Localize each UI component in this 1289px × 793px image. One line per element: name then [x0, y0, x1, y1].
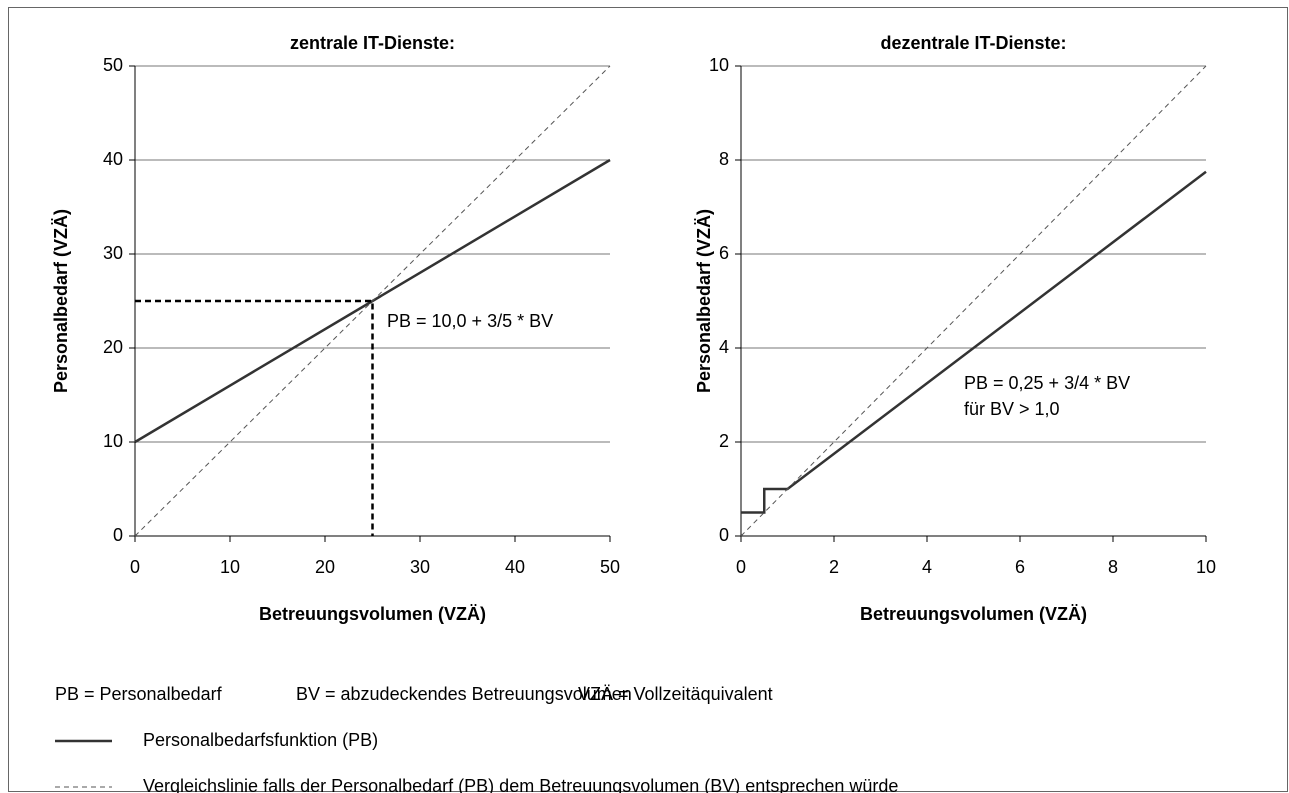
y-tick-label: 6: [719, 243, 729, 263]
y-tick-label: 8: [719, 149, 729, 169]
x-tick-label: 10: [1196, 557, 1216, 577]
note: VZÄ = Vollzeitäquivalent: [578, 684, 773, 704]
x-tick-label: 0: [130, 557, 140, 577]
annotation: PB = 0,25 + 3/4 * BV: [964, 373, 1130, 393]
series-line: [741, 170, 1207, 514]
y-tick-label: 40: [103, 149, 123, 169]
y-tick-label: 30: [103, 243, 123, 263]
legend-label: Personalbedarfsfunktion (PB): [143, 730, 378, 750]
x-tick-label: 30: [410, 557, 430, 577]
legend-label: Vergleichslinie falls der Personalbedarf…: [143, 776, 898, 793]
x-tick-label: 8: [1108, 557, 1118, 577]
x-axis-label: Betreuungsvolumen (VZÄ): [860, 604, 1087, 624]
x-tick-label: 10: [220, 557, 240, 577]
x-axis-label: Betreuungsvolumen (VZÄ): [259, 604, 486, 624]
y-axis-label: Personalbedarf (VZÄ): [51, 209, 71, 393]
x-tick-label: 20: [315, 557, 335, 577]
note: BV = abzudeckendes Betreuungsvolumen: [296, 684, 632, 704]
y-tick-label: 20: [103, 337, 123, 357]
y-tick-label: 2: [719, 431, 729, 451]
chart-title: dezentrale IT-Dienste:: [880, 33, 1066, 53]
y-tick-label: 50: [103, 55, 123, 75]
series-line: [135, 299, 374, 536]
y-tick-label: 10: [709, 55, 729, 75]
y-tick-label: 0: [719, 525, 729, 545]
annotation: PB = 10,0 + 3/5 * BV: [387, 311, 553, 331]
series-line: [134, 65, 611, 537]
x-tick-label: 50: [600, 557, 620, 577]
note: PB = Personalbedarf: [55, 684, 223, 704]
x-tick-label: 4: [922, 557, 932, 577]
chart-title: zentrale IT-Dienste:: [290, 33, 455, 53]
annotation: für BV > 1,0: [964, 399, 1060, 419]
series-line: [740, 65, 1207, 537]
y-tick-label: 10: [103, 431, 123, 451]
y-tick-label: 0: [113, 525, 123, 545]
x-tick-label: 0: [736, 557, 746, 577]
x-tick-label: 2: [829, 557, 839, 577]
y-tick-label: 4: [719, 337, 729, 357]
y-axis-label: Personalbedarf (VZÄ): [694, 209, 714, 393]
x-tick-label: 6: [1015, 557, 1025, 577]
frame: [8, 7, 1288, 792]
x-tick-label: 40: [505, 557, 525, 577]
